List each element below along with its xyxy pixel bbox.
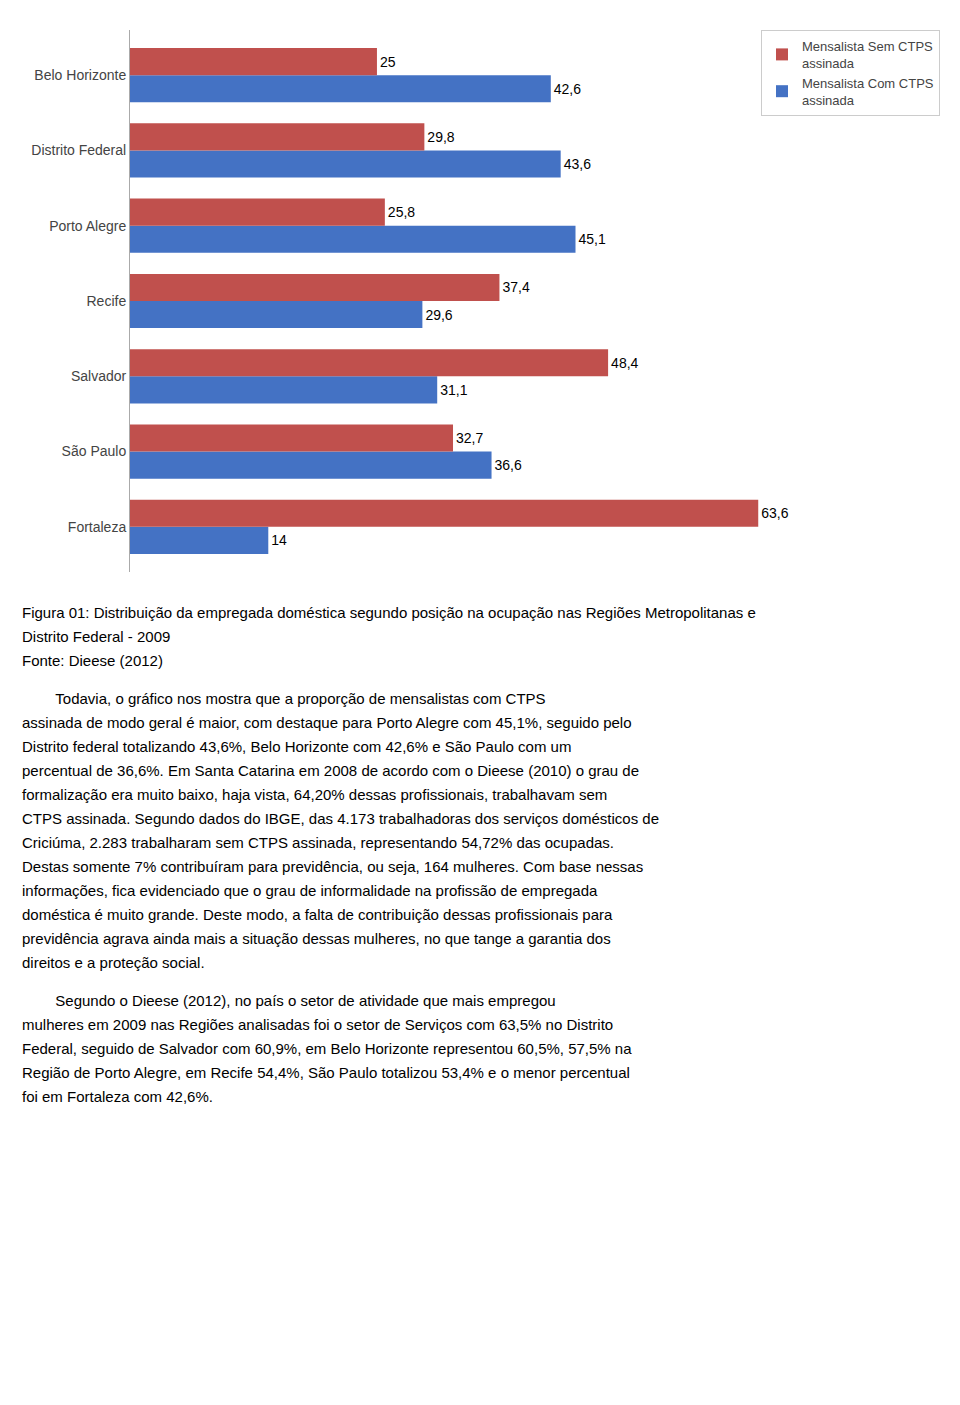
svg-text:31,1: 31,1 [440,382,467,398]
svg-text:45,1: 45,1 [579,231,606,247]
svg-text:formalização era muito baixo,: formalização era muito baixo, haja vista… [22,786,607,803]
svg-text:Salvador: Salvador [71,368,127,384]
svg-text:Porto Alegre: Porto Alegre [49,218,126,234]
svg-text:36,6: 36,6 [495,457,522,473]
svg-text:29,8: 29,8 [427,129,454,145]
svg-text:assinada de modo geral é maior: assinada de modo geral é maior, com dest… [22,714,632,731]
svg-text:Figura 01: Distribuição da emp: Figura 01: Distribuição da empregada dom… [22,604,756,621]
svg-text:Distrito Federal - 2009: Distrito Federal - 2009 [22,628,170,645]
svg-text:Distrito federal totalizando 4: Distrito federal totalizando 43,6%, Belo… [22,738,571,755]
svg-text:63,6: 63,6 [761,505,788,521]
svg-text:25: 25 [380,54,396,70]
svg-text:29,6: 29,6 [425,307,452,323]
svg-text:CTPS assinada. Segundo dados d: CTPS assinada. Segundo dados do IBGE, da… [22,810,659,827]
svg-text:Criciúma, 2.283 trabalharam se: Criciúma, 2.283 trabalharam sem CTPS ass… [22,834,614,851]
svg-text:43,6: 43,6 [564,156,591,172]
svg-text:doméstica é muito grande. Dest: doméstica é muito grande. Deste modo, a … [22,906,613,923]
svg-text:Federal, seguido de Salvador c: Federal, seguido de Salvador com 60,9%, … [22,1040,632,1057]
svg-text:Belo Horizonte: Belo Horizonte [34,67,126,83]
svg-text:32,7: 32,7 [456,430,483,446]
svg-text:Fortaleza: Fortaleza [68,519,127,535]
svg-text:37,4: 37,4 [502,279,529,295]
svg-text:42,6: 42,6 [554,81,581,97]
svg-text:foi em Fortaleza com 42,6%.: foi em Fortaleza com 42,6%. [22,1088,213,1105]
svg-text:informações, fica evidenciado: informações, fica evidenciado que o grau… [22,882,598,899]
svg-text:Segundo o Dieese (2012), no pa: Segundo o Dieese (2012), no país o setor… [22,992,556,1009]
svg-text:Distrito Federal: Distrito Federal [31,142,126,158]
svg-text:48,4: 48,4 [611,355,638,371]
svg-text:percentual de 36,6%. Em Santa: percentual de 36,6%. Em Santa Catarina e… [22,762,639,779]
svg-text:14: 14 [271,532,287,548]
svg-text:Região de Porto Alegre, em Rec: Região de Porto Alegre, em Recife 54,4%,… [22,1064,630,1081]
svg-text:Mensalista Sem CTPSassinada: Mensalista Sem CTPSassinada [802,39,933,71]
svg-text:previdência agrava ainda mais: previdência agrava ainda mais a situação… [22,930,611,947]
svg-text:Destas somente 7% contribuíram: Destas somente 7% contribuíram para prev… [22,858,643,875]
svg-text:São Paulo: São Paulo [62,443,127,459]
svg-text:Todavia, o gráfico nos mostra: Todavia, o gráfico nos mostra que a prop… [22,690,546,707]
svg-text:mulheres em 2009 nas Regiões a: mulheres em 2009 nas Regiões analisadas … [22,1016,613,1033]
svg-text:25,8: 25,8 [388,204,415,220]
svg-text:Recife: Recife [87,293,127,309]
svg-text:Fonte: Dieese (2012): Fonte: Dieese (2012) [22,652,163,669]
svg-text:direitos e a proteção social.: direitos e a proteção social. [22,954,205,971]
svg-text:Mensalista Com CTPSassinada: Mensalista Com CTPSassinada [802,76,934,108]
